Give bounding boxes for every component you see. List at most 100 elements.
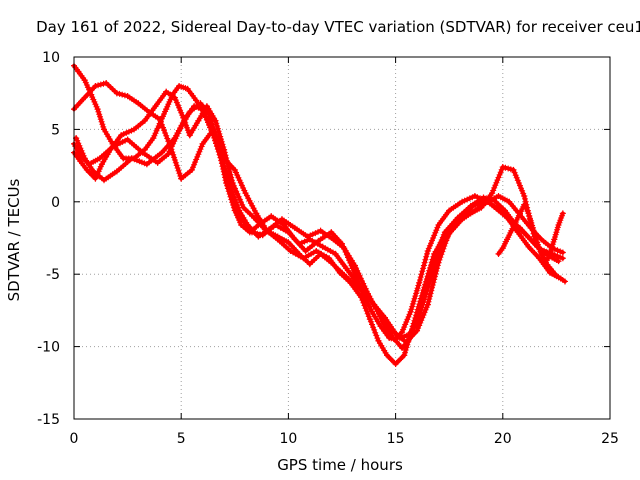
data-point [459, 198, 466, 205]
data-point [131, 155, 138, 162]
data-point [456, 217, 463, 224]
data-point [516, 210, 523, 217]
data-point [186, 132, 193, 139]
data-point [96, 155, 103, 162]
data-point [435, 221, 442, 228]
data-point [278, 216, 285, 223]
data-point [499, 164, 506, 171]
y-tick-label: -15 [37, 412, 60, 428]
data-point [392, 330, 399, 337]
data-point [375, 337, 382, 344]
data-point [317, 227, 324, 234]
data-point [495, 193, 502, 200]
data-point [493, 204, 500, 211]
data-point [538, 250, 545, 257]
data-point [156, 116, 163, 123]
data-point [231, 166, 238, 173]
data-point [263, 227, 270, 234]
data-point [253, 210, 260, 217]
data-point [478, 204, 485, 211]
x-axis-label: GPS time / hours [277, 456, 403, 474]
data-point [504, 236, 511, 243]
data-point [341, 245, 348, 252]
data-point [124, 136, 131, 143]
data-point [514, 229, 521, 236]
data-point [113, 168, 120, 175]
data-point [414, 327, 421, 334]
data-point [242, 190, 249, 197]
y-tick-label: -5 [46, 267, 60, 283]
data-point [77, 158, 84, 165]
data-point [504, 214, 511, 221]
data-point [210, 126, 217, 133]
data-point [81, 77, 88, 84]
data-point [435, 259, 442, 266]
data-point [118, 132, 125, 139]
series-markers [73, 103, 560, 351]
data-point [306, 261, 313, 268]
data-point [499, 245, 506, 252]
x-tick-label: 0 [70, 431, 79, 447]
data-point [143, 161, 150, 168]
data-point [422, 291, 429, 298]
data-point [381, 314, 388, 321]
data-point [471, 193, 478, 200]
data-point [469, 203, 476, 210]
series-trace [72, 81, 567, 345]
data-point [227, 184, 234, 191]
x-tick-label: 25 [601, 431, 619, 447]
data-point [369, 308, 376, 315]
data-point [131, 126, 138, 133]
y-tick-label: -10 [37, 340, 60, 356]
data-point [274, 233, 281, 240]
data-point [244, 221, 251, 228]
data-point [521, 201, 528, 208]
x-tick-label: 15 [387, 431, 405, 447]
data-point [171, 135, 178, 142]
chart-title: Day 161 of 2022, Sidereal Day-to-day VTE… [36, 18, 640, 36]
data-point [317, 250, 324, 257]
data-point [152, 103, 159, 110]
data-point [366, 316, 373, 323]
data-point [268, 213, 275, 220]
data-point [339, 269, 345, 276]
y-tick-label: 5 [51, 122, 60, 138]
data-point [529, 224, 536, 231]
data-point [255, 233, 262, 240]
data-point [424, 248, 431, 255]
data-point [392, 360, 399, 367]
data-point [195, 117, 202, 124]
data-point [176, 82, 183, 89]
x-tick-label: 10 [279, 431, 297, 447]
data-point [553, 272, 560, 279]
data-point [101, 126, 108, 133]
data-point [201, 111, 208, 118]
data-point [403, 339, 410, 346]
data-point [158, 149, 165, 156]
y-axis-label: SDTVAR / TECUs [5, 178, 23, 301]
data-point [251, 214, 258, 221]
data-point [525, 243, 532, 250]
data-point [358, 294, 365, 301]
data-point [302, 248, 309, 255]
x-tick-label: 5 [177, 431, 186, 447]
data-point [285, 239, 292, 246]
data-point [521, 193, 528, 200]
data-point [150, 135, 157, 142]
data-point [98, 161, 105, 168]
y-tick-label: 0 [51, 195, 60, 211]
data-point [169, 91, 176, 98]
data-point [555, 258, 562, 265]
data-point [141, 117, 148, 124]
data-point [559, 249, 566, 256]
data-point [199, 140, 206, 147]
data-point [191, 103, 198, 110]
data-point [399, 329, 406, 336]
data-point [146, 109, 153, 116]
data-point [296, 240, 303, 247]
data-point [424, 301, 431, 308]
data-point [508, 227, 515, 234]
data-point [296, 250, 303, 257]
data-point [92, 82, 99, 89]
